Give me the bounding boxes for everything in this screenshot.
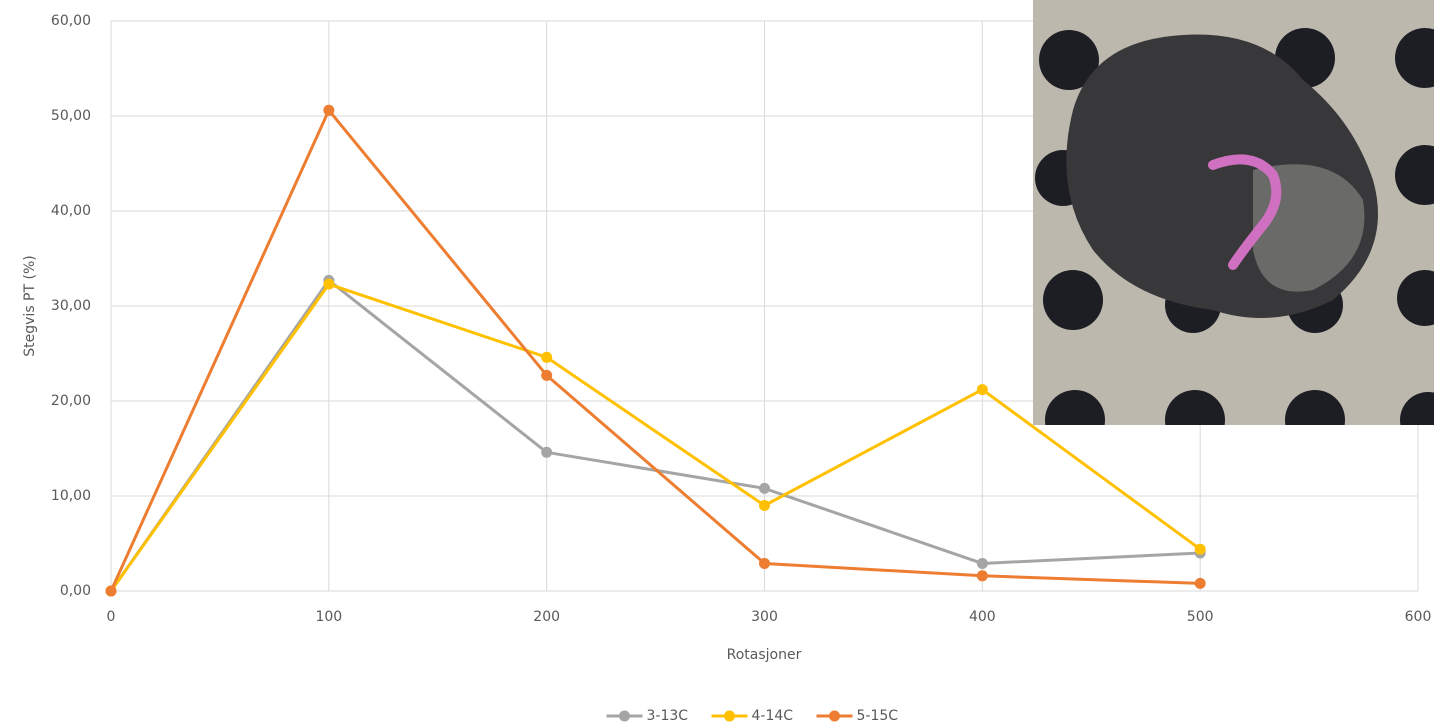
legend-marker [724, 711, 735, 722]
legend-label: 3-13C [647, 708, 689, 724]
data-point [759, 558, 770, 569]
x-tick-label: 300 [751, 609, 778, 625]
x-tick-label: 100 [315, 609, 342, 625]
data-point [977, 558, 988, 569]
data-point [1195, 578, 1206, 589]
inset-photo [1033, 0, 1434, 425]
data-point [106, 586, 117, 597]
data-point [541, 352, 552, 363]
data-point [323, 279, 334, 290]
x-tick-label: 500 [1187, 609, 1214, 625]
legend-marker [829, 711, 840, 722]
x-tick-label: 600 [1405, 609, 1432, 625]
y-axis-title: Stegvis PT (%) [22, 255, 38, 356]
x-tick-label: 400 [969, 609, 996, 625]
data-point [1195, 544, 1206, 555]
data-point [759, 483, 770, 494]
y-tick-label: 20,00 [51, 393, 91, 409]
data-point [541, 447, 552, 458]
y-tick-label: 0,00 [60, 583, 91, 599]
y-tick-label: 10,00 [51, 488, 91, 504]
legend-marker [619, 711, 630, 722]
data-point [977, 384, 988, 395]
y-tick-label: 30,00 [51, 298, 91, 314]
y-tick-label: 50,00 [51, 108, 91, 124]
data-point [323, 105, 334, 116]
legend-label: 4-14C [752, 708, 794, 724]
y-tick-label: 60,00 [51, 13, 91, 29]
data-point [541, 370, 552, 381]
x-tick-label: 0 [107, 609, 116, 625]
y-tick-label: 40,00 [51, 203, 91, 219]
page: Stegvis PT (%) Rotasjoner 0,00 10,00 20,00… [0, 0, 1434, 725]
x-axis-title: Rotasjoner [727, 647, 802, 663]
legend-label: 5-15C [857, 708, 899, 724]
data-point [759, 500, 770, 511]
x-tick-label: 200 [533, 609, 560, 625]
data-point [977, 570, 988, 581]
